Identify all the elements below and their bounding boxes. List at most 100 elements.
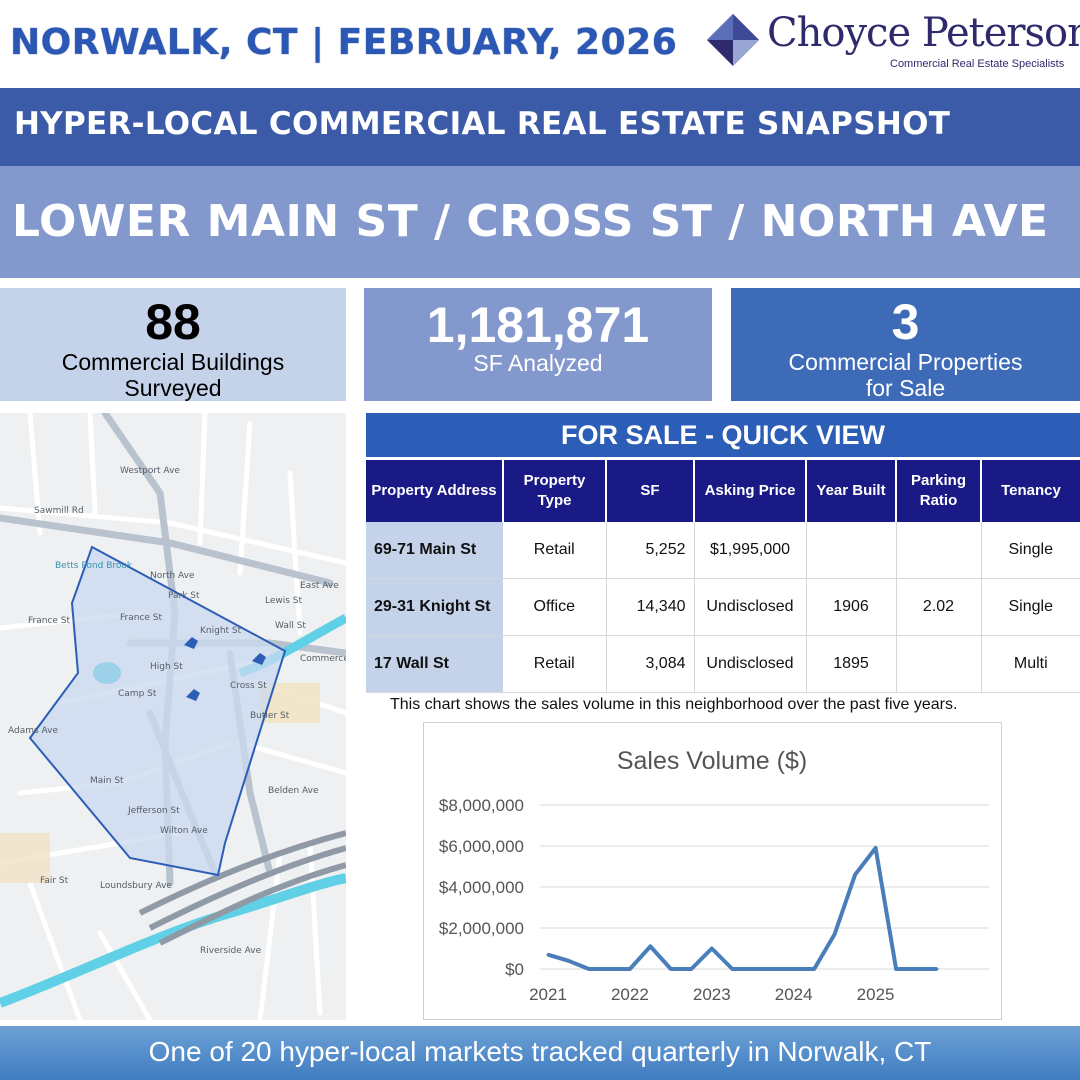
map-label: Commerce St: [300, 654, 346, 664]
cell-year: [806, 522, 897, 579]
x-tick-label: 2025: [857, 985, 895, 1004]
stat-sf-label: SF Analyzed: [473, 350, 603, 376]
cell-parking: 2.02: [896, 578, 982, 636]
property-marker-icon[interactable]: [184, 637, 198, 649]
cell-price: Undisclosed: [694, 635, 807, 693]
cell-sf: 14,340: [606, 578, 695, 636]
property-marker-icon[interactable]: [252, 653, 266, 665]
stat-for-sale-value: 3: [891, 294, 920, 350]
x-tick-label: 2023: [693, 985, 731, 1004]
stat-for-sale-label2: for Sale: [865, 375, 946, 402]
for-sale-table: Property Address Property Type SF Asking…: [366, 460, 1080, 693]
report-title: NORWALK, CT | FEBRUARY, 2026: [10, 22, 678, 63]
column-header: Property Address: [366, 460, 504, 522]
column-header: Year Built: [806, 460, 897, 522]
table-row[interactable]: 17 Wall St Retail 3,084 Undisclosed 1895…: [366, 635, 1080, 693]
table-row[interactable]: 69-71 Main St Retail 5,252 $1,995,000 Si…: [366, 522, 1080, 579]
cell-parking: [896, 522, 982, 579]
stat-buildings-label1: Commercial Buildings: [61, 349, 285, 375]
map-label: Knight St: [200, 626, 242, 636]
column-header: Property Type: [503, 460, 607, 522]
cell-price: Undisclosed: [694, 578, 807, 636]
map-label: Wall St: [275, 621, 306, 631]
series-line: [547, 846, 937, 971]
data-point: [710, 947, 714, 950]
map-label: North Ave: [150, 571, 195, 581]
data-point: [812, 967, 816, 971]
column-header: Asking Price: [694, 460, 807, 522]
map-label: Adams Ave: [8, 726, 58, 736]
subtitle-banner: HYPER-LOCAL COMMERCIAL REAL ESTATE SNAPS…: [0, 88, 1080, 166]
stat-for-sale: 3 Commercial Properties for Sale: [731, 288, 1080, 401]
cell-year: 1895: [806, 635, 897, 693]
data-point: [628, 967, 632, 971]
column-header: SF: [606, 460, 695, 522]
cell-address: 29-31 Knight St: [366, 578, 503, 636]
cell-type: Retail: [503, 635, 607, 693]
data-point: [853, 873, 857, 877]
stat-sf: 1,181,871 SF Analyzed: [364, 288, 712, 401]
data-point: [915, 967, 919, 971]
map-label: High St: [150, 662, 183, 672]
cell-parking: [896, 635, 982, 693]
cell-tenancy: Single: [981, 578, 1080, 636]
data-point: [894, 967, 898, 971]
map-label: Westport Ave: [120, 466, 180, 476]
stat-buildings-value: 88: [145, 294, 201, 350]
data-point: [566, 959, 570, 963]
table-header-row: Property Address Property Type SF Asking…: [366, 460, 1080, 522]
banner-subtitle: HYPER-LOCAL COMMERCIAL REAL ESTATE SNAPS…: [14, 106, 951, 142]
logo-name: Choyce Peterson: [767, 10, 1080, 56]
stat-sf-value: 1,181,871: [426, 297, 650, 353]
area-banner: LOWER MAIN ST / CROSS ST / NORTH AVE: [0, 166, 1080, 278]
map-label: Camp St: [118, 689, 157, 699]
map-label: Fair St: [40, 876, 69, 886]
x-tick-label: 2024: [775, 985, 813, 1004]
map-label: Jefferson St: [127, 806, 180, 816]
data-point: [874, 846, 878, 850]
cell-type: Office: [503, 578, 607, 636]
data-point: [689, 967, 693, 971]
y-tick-label: $4,000,000: [439, 878, 524, 897]
chart-caption: This chart shows the sales volume in thi…: [390, 696, 958, 713]
chart-canvas: Sales Volume ($) $0 $2,000,000 $4,000,000 $…: [439, 747, 989, 1004]
y-tick-label: $6,000,000: [439, 837, 524, 856]
area-map[interactable]: France St France St High St Camp St Knig…: [0, 413, 346, 1020]
map-label: Belden Ave: [268, 786, 319, 796]
map-label: Wilton Ave: [160, 826, 208, 836]
cell-tenancy: Single: [981, 522, 1080, 579]
map-label: Main St: [90, 776, 124, 786]
stat-buildings: 88 Commercial Buildings Surveyed: [0, 288, 346, 401]
table-row[interactable]: 29-31 Knight St Office 14,340 Undisclose…: [366, 578, 1080, 636]
sales-volume-chart: Sales Volume ($) $0 $2,000,000 $4,000,000 $…: [423, 722, 1002, 1020]
y-tick-label: $2,000,000: [439, 919, 524, 938]
quick-view-title: FOR SALE - QUICK VIEW: [366, 413, 1080, 457]
cell-price: $1,995,000: [694, 522, 807, 579]
study-area-polygon[interactable]: [28, 545, 287, 877]
cell-address: 69-71 Main St: [366, 522, 503, 579]
map-label: Sawmill Rd: [34, 506, 84, 516]
data-point: [648, 944, 652, 948]
map-label: France St: [28, 616, 71, 626]
map-label: East Ave: [300, 581, 339, 591]
data-point: [607, 967, 611, 971]
map-label: Loundsbury Ave: [100, 881, 172, 891]
stat-buildings-label2: Surveyed: [124, 375, 222, 402]
map-water-label: Betts Pond Brook: [55, 561, 133, 571]
company-logo: Choyce Peterson Commercial Real Estate S…: [705, 10, 1080, 80]
x-tick-label: 2021: [529, 985, 567, 1004]
data-point: [935, 967, 939, 971]
cell-address: 17 Wall St: [366, 635, 503, 693]
property-marker-icon[interactable]: [186, 689, 200, 701]
footer-text: One of 20 hyper-local markets tracked qu…: [148, 1036, 932, 1067]
area-title: LOWER MAIN ST / CROSS ST / NORTH AVE: [12, 196, 1049, 247]
map-label: Cross St: [230, 681, 267, 691]
map-canvas: France St France St High St Camp St Knig…: [0, 413, 346, 1020]
map-label: France St: [120, 613, 163, 623]
map-label: Butler St: [250, 711, 290, 721]
cell-year: 1906: [806, 578, 897, 636]
chart-title: Sales Volume ($): [617, 747, 807, 775]
footer-banner: One of 20 hyper-local markets tracked qu…: [0, 1026, 1080, 1080]
map-label: Riverside Ave: [200, 946, 262, 956]
data-point: [792, 967, 796, 971]
